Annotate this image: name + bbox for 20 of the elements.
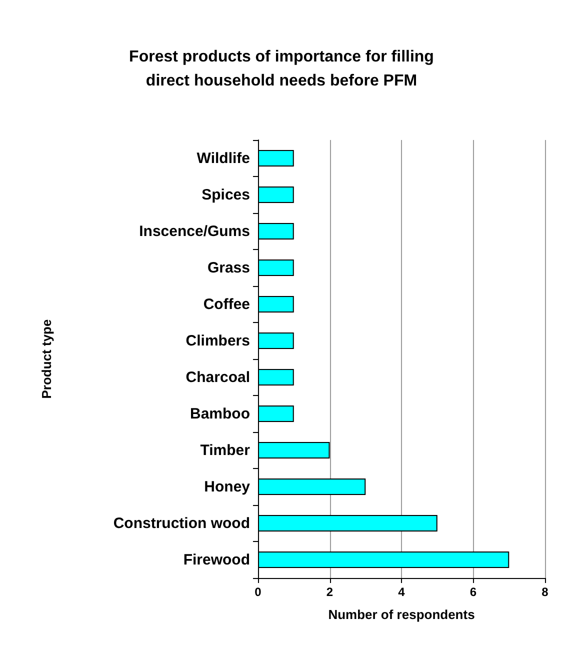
x-tick-label: 2 bbox=[326, 585, 334, 599]
y-tick-label: Inscence/Gums bbox=[139, 222, 250, 240]
y-axis-title: Product type bbox=[39, 319, 54, 399]
x-tick-label: 0 bbox=[254, 585, 262, 599]
x-tick-label: 4 bbox=[398, 585, 406, 599]
y-tick-label: Charcoal bbox=[186, 368, 250, 386]
y-tick-label: Coffee bbox=[203, 296, 250, 313]
y-tick-label: Firewood bbox=[183, 551, 250, 568]
chart-title: Forest products of importance for filling direct household needs before PFM bbox=[129, 48, 434, 90]
x-axis-title: Number of respondents bbox=[328, 607, 475, 622]
y-tick-label: Wildlife bbox=[196, 150, 250, 167]
y-tick-label: Bamboo bbox=[190, 405, 250, 422]
y-tick-label: Timber bbox=[200, 442, 250, 459]
y-tick-label: Honey bbox=[204, 478, 251, 496]
x-tick-label: 6 bbox=[470, 585, 477, 599]
x-tick-label: 8 bbox=[542, 585, 549, 599]
y-tick-label: Spices bbox=[202, 186, 250, 204]
y-tick-label: Grass bbox=[207, 259, 250, 276]
y-tick-label: Construction wood bbox=[113, 514, 250, 532]
y-tick-label: Climbers bbox=[186, 332, 250, 350]
